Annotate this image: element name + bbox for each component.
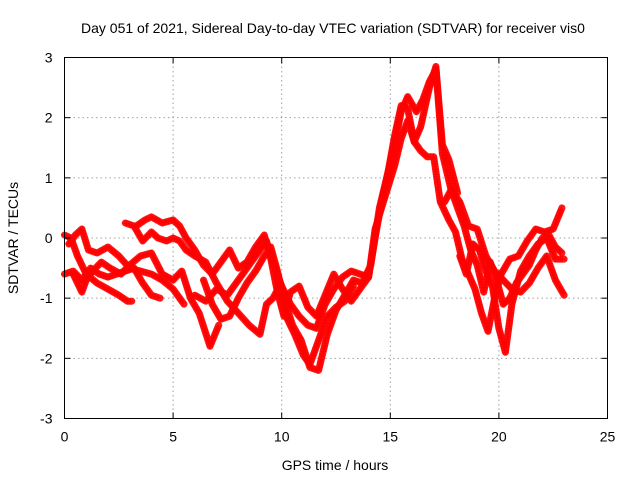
x-tick-label: 25 — [600, 429, 616, 445]
data-layer — [61, 63, 568, 374]
chart-title: Day 051 of 2021, Sidereal Day-to-day VTE… — [81, 20, 585, 36]
y-tick-label: 2 — [45, 110, 53, 126]
series-track-10 — [441, 186, 566, 308]
series-markers — [70, 250, 222, 350]
x-tick-label: 20 — [491, 429, 507, 445]
y-axis-label: SDTVAR / TECUs — [5, 182, 21, 294]
x-tick-label: 0 — [61, 429, 69, 445]
y-tick-label: -2 — [40, 350, 53, 366]
y-tick-label: 3 — [45, 50, 53, 66]
series-track-4 — [69, 249, 223, 350]
x-axis-label: GPS time / hours — [282, 457, 389, 473]
y-tick-label: 1 — [45, 170, 53, 186]
tick-layer — [64, 57, 608, 419]
x-tick-label: 5 — [169, 429, 177, 445]
series-markers — [441, 186, 564, 308]
y-tick-label: -3 — [40, 411, 53, 427]
x-tick-label: 10 — [274, 429, 290, 445]
tick-label-layer: 0 5 10 15 20 25 -3 -2 -1 0 1 2 3 — [40, 50, 615, 445]
y-tick-label: -1 — [40, 290, 53, 306]
y-tick-label: 0 — [45, 230, 53, 246]
x-tick-label: 15 — [383, 429, 399, 445]
